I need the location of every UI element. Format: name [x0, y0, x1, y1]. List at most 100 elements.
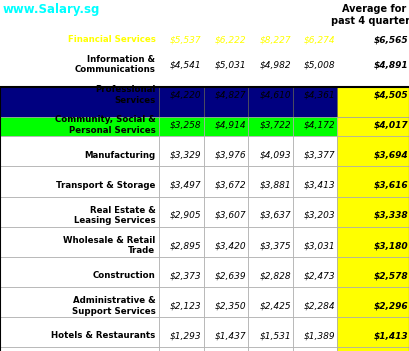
Bar — [247, 347, 292, 351]
Text: Community, Social &
Personal Services: Community, Social & Personal Services — [54, 115, 155, 135]
Text: Average for
past 4 quarters: Average for past 4 quarters — [330, 4, 409, 26]
Text: $4,541: $4,541 — [170, 60, 201, 69]
Text: Financial Services: Financial Services — [67, 35, 155, 45]
Text: $3,637: $3,637 — [258, 211, 290, 220]
Bar — [0, 166, 159, 197]
Text: $3,031: $3,031 — [303, 241, 335, 250]
Bar — [337, 347, 409, 351]
Text: $3,976: $3,976 — [214, 151, 246, 160]
Bar — [203, 227, 247, 257]
Text: $3,377: $3,377 — [303, 151, 335, 160]
Text: $4,505: $4,505 — [373, 91, 407, 99]
Text: $3,616: $3,616 — [373, 181, 407, 190]
Text: $4,982: $4,982 — [258, 60, 290, 69]
Bar — [203, 347, 247, 351]
Bar — [292, 87, 337, 117]
Text: Transport & Storage: Transport & Storage — [56, 181, 155, 190]
Bar — [247, 117, 292, 136]
Bar — [159, 347, 203, 351]
Text: $1,293: $1,293 — [170, 331, 201, 340]
Text: $4,891: $4,891 — [373, 60, 407, 69]
Bar — [337, 87, 409, 117]
Bar — [292, 227, 337, 257]
Text: 2006 Q4: 2006 Q4 — [203, 17, 248, 27]
Text: $3,375: $3,375 — [258, 241, 290, 250]
Text: $2,905: $2,905 — [170, 211, 201, 220]
Text: Information &
Communications: Information & Communications — [74, 55, 155, 74]
Bar — [203, 166, 247, 197]
Bar — [203, 257, 247, 287]
Text: $3,497: $3,497 — [170, 181, 201, 190]
Text: $3,881: $3,881 — [258, 181, 290, 190]
Bar — [203, 117, 247, 136]
Bar — [247, 136, 292, 166]
Bar — [0, 87, 159, 117]
Bar — [337, 117, 409, 136]
Bar — [292, 136, 337, 166]
Text: $3,607: $3,607 — [214, 211, 246, 220]
Bar — [0, 197, 159, 227]
Text: 2007 Q1: 2007 Q1 — [247, 17, 292, 27]
Bar — [203, 317, 247, 347]
Text: $2,350: $2,350 — [214, 301, 246, 310]
Text: $3,722: $3,722 — [258, 120, 290, 130]
Text: $3,413: $3,413 — [303, 181, 335, 190]
Text: $2,296: $2,296 — [373, 301, 407, 310]
Bar — [292, 347, 337, 351]
Text: Manufacturing: Manufacturing — [84, 151, 155, 160]
Text: $4,914: $4,914 — [214, 120, 246, 130]
Text: $4,172: $4,172 — [303, 120, 335, 130]
Text: $2,578: $2,578 — [373, 271, 407, 280]
Text: Real Estate &
Leasing Services: Real Estate & Leasing Services — [74, 206, 155, 225]
Bar — [159, 227, 203, 257]
Text: $2,473: $2,473 — [303, 271, 335, 280]
Text: 2007 Q2: 2007 Q2 — [292, 17, 337, 27]
Text: $3,694: $3,694 — [373, 151, 407, 160]
Text: $1,389: $1,389 — [303, 331, 335, 340]
Bar — [0, 317, 159, 347]
Text: $1,531: $1,531 — [258, 331, 290, 340]
Bar — [159, 166, 203, 197]
Bar — [337, 257, 409, 287]
Bar — [203, 136, 247, 166]
Bar — [247, 287, 292, 317]
Bar — [203, 287, 247, 317]
Text: www.Salary.sg: www.Salary.sg — [3, 2, 100, 15]
Text: $1,413: $1,413 — [373, 331, 407, 340]
Text: $5,008: $5,008 — [303, 60, 335, 69]
Bar — [247, 166, 292, 197]
Bar — [247, 317, 292, 347]
Text: $2,123: $2,123 — [170, 301, 201, 310]
Bar — [247, 257, 292, 287]
Bar — [0, 347, 159, 351]
Bar — [0, 117, 159, 136]
Bar — [159, 117, 203, 136]
Text: $4,220: $4,220 — [170, 91, 201, 99]
Text: $5,537: $5,537 — [170, 35, 201, 45]
Bar — [292, 317, 337, 347]
Text: Administrative &
Support Services: Administrative & Support Services — [72, 296, 155, 316]
Text: $3,258: $3,258 — [170, 120, 201, 130]
Bar — [292, 197, 337, 227]
Text: Professional
Services: Professional Services — [95, 85, 155, 105]
Bar — [203, 87, 247, 117]
Text: $4,017: $4,017 — [373, 120, 407, 130]
Text: $2,284: $2,284 — [303, 301, 335, 310]
Text: $4,827: $4,827 — [214, 91, 246, 99]
Text: $2,828: $2,828 — [258, 271, 290, 280]
Bar — [0, 227, 159, 257]
Bar — [0, 287, 159, 317]
Text: $4,093: $4,093 — [258, 151, 290, 160]
Text: $3,420: $3,420 — [214, 241, 246, 250]
Bar — [337, 317, 409, 347]
Text: $6,222: $6,222 — [214, 35, 246, 45]
Text: Wholesale & Retail
Trade: Wholesale & Retail Trade — [63, 236, 155, 255]
Bar — [247, 87, 292, 117]
Text: $1,437: $1,437 — [214, 331, 246, 340]
Text: $2,425: $2,425 — [258, 301, 290, 310]
Text: Construction: Construction — [92, 271, 155, 280]
Text: $8,227: $8,227 — [258, 35, 290, 45]
Text: $3,338: $3,338 — [373, 211, 407, 220]
Text: $6,274: $6,274 — [303, 35, 335, 45]
Text: 2006 Q3: 2006 Q3 — [158, 17, 204, 27]
